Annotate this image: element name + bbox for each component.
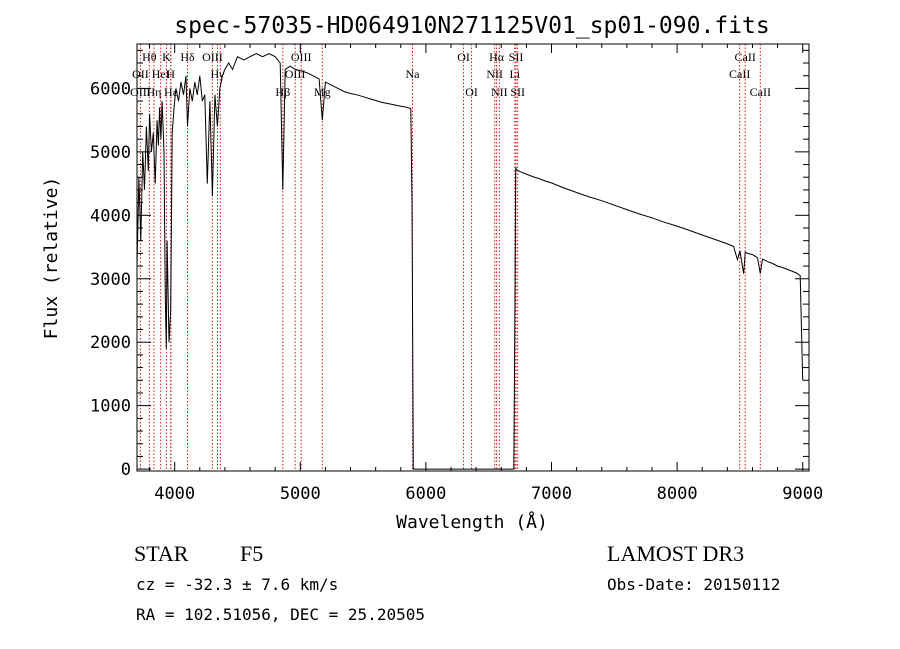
line-label-oiii: OIII [291,50,312,64]
x-tick-label: 4000 [154,484,195,504]
line-label-h: H [166,67,175,81]
line-label-li: Li [509,67,520,81]
plot-frame [136,43,810,472]
survey-name: LAMOST DR3 [607,541,744,566]
x-tick-label: 8000 [657,484,698,504]
line-label-oii: OII [132,67,149,81]
y-tick-label: 2000 [90,333,131,353]
x-tick-label: 7000 [531,484,572,504]
line-label-hε: Hε [164,85,178,99]
x-tick-label: 6000 [405,484,446,504]
y-tick-label: 4000 [90,206,131,226]
object-subclass: F5 [240,541,263,566]
line-label-hγ: Hγ [211,67,226,81]
line-label-nii: NII [486,67,503,81]
spectral-line-markers [139,44,761,471]
line-label-hη: Hη [147,85,162,99]
line-label-hδ: Hδ [180,50,195,64]
y-tick-label: 6000 [90,79,131,99]
line-label-oiii: OIII [202,50,223,64]
x-tick-label: 5000 [280,484,321,504]
y-tick-label: 1000 [90,397,131,417]
y-axis-ticks: 0 1000 2000 3000 4000 5000 6000 [90,49,809,480]
spectrum-series-line [136,52,804,470]
line-label-nii: NII [491,85,508,99]
line-label-hα: Hα [489,50,505,64]
y-tick-label: 5000 [90,143,131,163]
line-label-caii: CaII [750,85,771,99]
y-tick-label: 0 [121,460,131,480]
object-class: STAR [134,541,189,566]
line-label-hβ: Hβ [275,85,290,99]
x-axis-label: Wavelength (Å) [396,511,548,533]
line-label-caii: CaII [729,67,750,81]
y-tick-label: 3000 [90,270,131,290]
y-axis-label: Flux (relative) [41,177,62,340]
x-axis-ticks: 4000 5000 6000 7000 8000 9000 [149,44,823,504]
line-label-hei: HeI [152,67,170,81]
chart-title: spec-57035-HD064910N271125V01_sp01-090.f… [174,13,769,39]
line-label-na: Na [406,67,421,81]
line-label-oi: OI [457,50,470,64]
observation-date: Obs-Date: 20150112 [607,575,780,594]
line-label-k: K [162,50,171,64]
line-label-oi: OI [465,85,478,99]
line-label-sii: SII [509,50,524,64]
line-label-hθ: Hθ [142,50,157,64]
x-tick-label: 9000 [782,484,823,504]
line-label-sii: SII [510,85,525,99]
line-label-caii: CaII [735,50,756,64]
sky-coordinates: RA = 102.51056, DEC = 25.20505 [136,605,425,624]
redshift-velocity: cz = -32.3 ± 7.6 km/s [136,575,338,594]
line-label-mg: Mg [314,85,331,99]
